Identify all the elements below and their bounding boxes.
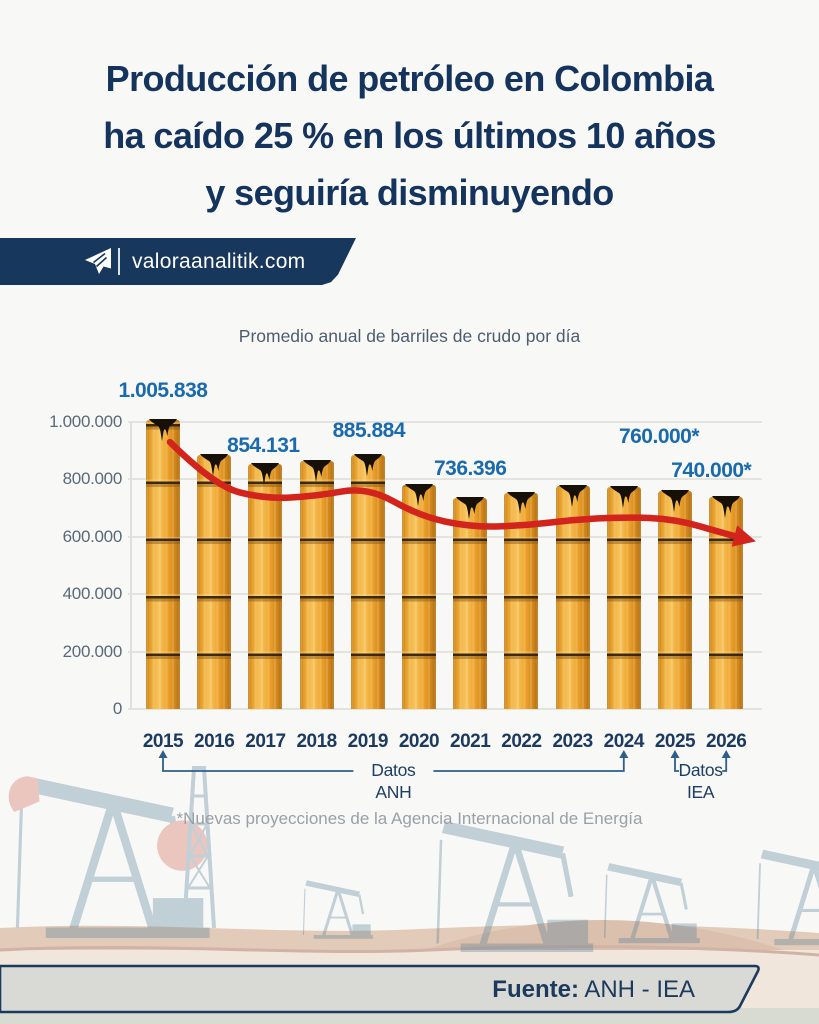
oil-barrel-bar	[350, 453, 385, 709]
chart-subtitle: Promedio anual de barriles de crudo por …	[238, 326, 581, 346]
gridline	[128, 650, 762, 653]
gridline	[128, 593, 762, 596]
oil-barrel-bar	[402, 483, 436, 709]
x-tick-label: 2026	[706, 731, 747, 752]
source-text: Fuente: ANH - IEA	[492, 976, 695, 1004]
y-axis-line	[130, 422, 132, 709]
source-label: Fuente:	[492, 976, 579, 1003]
bar-value-label: 1.005.838	[118, 379, 208, 403]
oil-splash-icon	[609, 486, 638, 509]
bar-value-label: 736.396	[433, 456, 507, 480]
title-line-1: Producción de petróleo en Colombia	[105, 58, 714, 99]
oil-splash-icon	[149, 419, 177, 442]
source-bar	[0, 964, 760, 1014]
oil-splash-icon	[661, 489, 689, 512]
oil-splash-icon	[456, 496, 485, 519]
oil-splash-icon	[712, 495, 741, 518]
bar-value-label: 760.000*	[618, 424, 700, 448]
brand-site-label: valoraanalitik.com	[132, 249, 306, 273]
x-tick-label: 2018	[296, 731, 337, 752]
x-tick-label: 2019	[347, 731, 389, 752]
y-tick-label: 800.000	[62, 469, 123, 489]
oil-barrel-bar	[299, 459, 334, 709]
paper-plane-icon	[85, 248, 111, 274]
oil-barrel-bar	[248, 462, 283, 709]
oil-barrel-bar	[504, 491, 539, 709]
y-tick-label: 0	[112, 699, 122, 718]
oil-splash-icon	[200, 453, 229, 476]
x-tick-label: 2016	[194, 731, 235, 752]
x-tick-label: 2025	[654, 731, 696, 752]
source-value: ANH - IEA	[584, 976, 695, 1003]
x-tick-label: 2022	[501, 731, 542, 752]
title-line-3: y seguiría disminuyendo	[205, 172, 614, 213]
oil-barrel-bar	[453, 496, 488, 709]
footnote: *Nuevas proyecciones de la Agencia Inter…	[176, 809, 643, 828]
oil-splash-icon	[251, 462, 280, 485]
bar-value-label: 885.884	[332, 418, 406, 442]
oil-barrel-bar	[555, 485, 590, 709]
oil-splash-icon	[353, 453, 382, 476]
x-tick-label: 2021	[450, 731, 491, 752]
bar-value-label: 854.131	[227, 433, 300, 457]
oil-barrel-bar	[606, 486, 641, 709]
y-tick-label: 200.000	[62, 641, 123, 661]
y-tick-label: 1.000.000	[49, 412, 122, 431]
bar-value-label: 740.000*	[671, 458, 752, 482]
x-tick-label: 2017	[245, 731, 286, 752]
banner-divider	[118, 248, 120, 275]
x-tick-label: 2024	[603, 731, 645, 752]
x-tick-label: 2020	[398, 731, 440, 752]
oil-barrel-bar	[146, 419, 180, 709]
x-tick-label: 2015	[142, 731, 184, 752]
y-tick-label: 600.000	[62, 526, 123, 546]
gridline	[128, 421, 762, 423]
oil-splash-icon	[405, 483, 433, 506]
oil-barrel-bar	[658, 489, 692, 709]
oil-barrel-bar	[197, 453, 232, 709]
oil-barrel-bar	[709, 495, 744, 709]
y-tick-label: 400.000	[62, 584, 123, 604]
oil-splash-icon	[302, 459, 331, 482]
gridline	[128, 708, 762, 710]
oil-splash-icon	[558, 485, 587, 507]
title-line-2: ha caído 25 % en los últimos 10 años	[103, 115, 716, 156]
oil-splash-icon	[507, 491, 536, 514]
brand-banner: valoraanalitik.com	[0, 238, 356, 285]
x-tick-label: 2023	[552, 731, 593, 752]
page-title: Producción de petróleo en Colombia ha ca…	[0, 50, 819, 221]
